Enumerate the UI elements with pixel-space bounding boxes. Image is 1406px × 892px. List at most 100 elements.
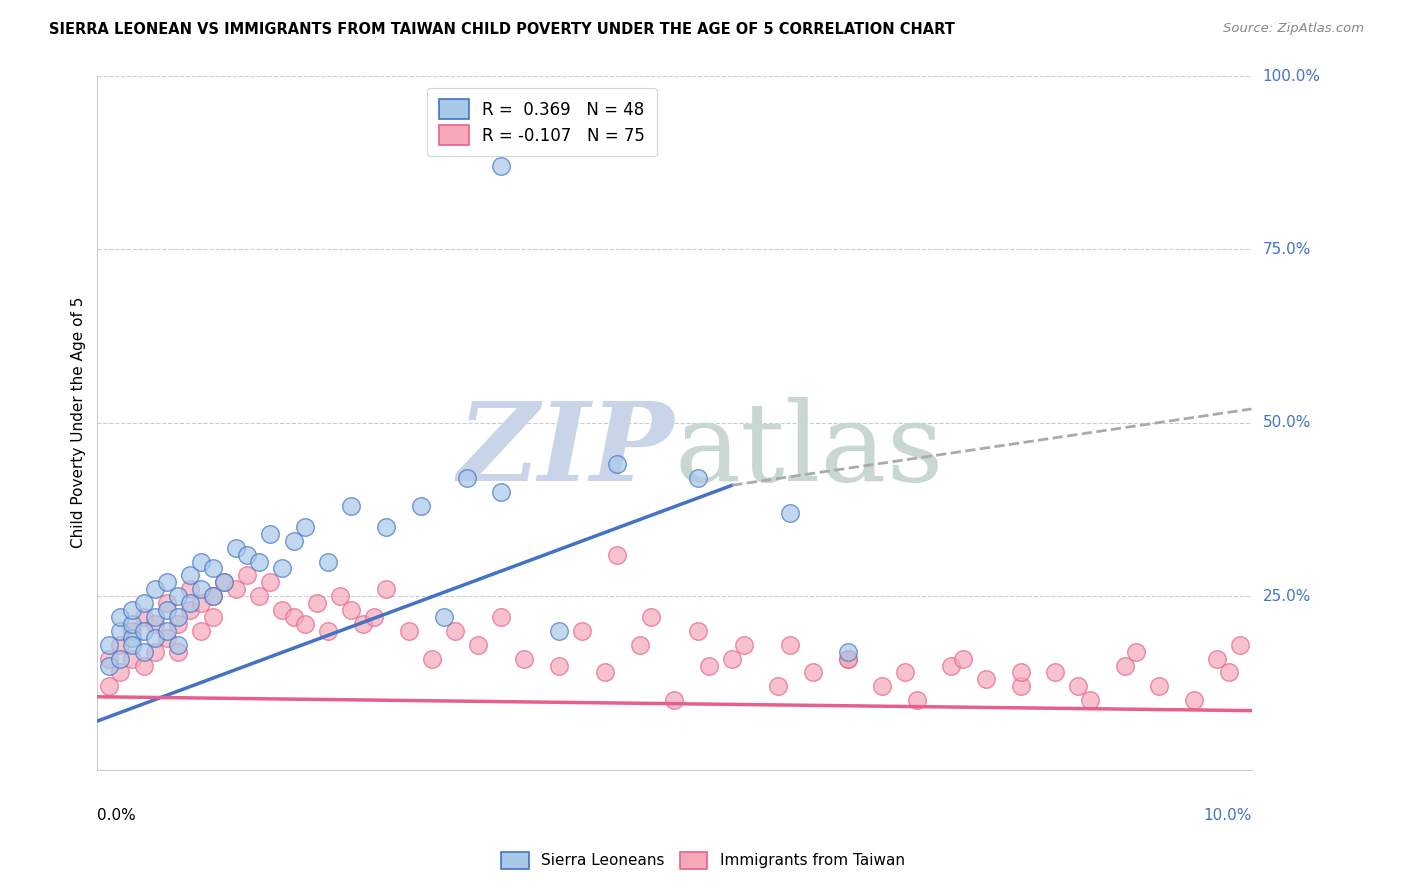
Point (132, 658, 155, 673)
Point (143, 631, 166, 645)
Point (201, 561, 224, 575)
Point (721, 651, 744, 665)
Point (155, 575, 177, 590)
Point (121, 638, 143, 652)
Point (121, 651, 143, 665)
Text: 75.0%: 75.0% (1263, 242, 1310, 257)
Point (97, 638, 120, 652)
Point (352, 616, 374, 631)
Point (201, 589, 224, 603)
Point (974, 673, 997, 687)
Point (132, 645, 155, 659)
Point (143, 582, 166, 597)
Point (837, 651, 859, 665)
Y-axis label: Child Poverty Under the Age of 5: Child Poverty Under the Age of 5 (72, 297, 86, 549)
Point (374, 520, 396, 534)
Point (664, 693, 686, 707)
Point (179, 568, 201, 582)
Point (225, 582, 247, 597)
Point (1045, 665, 1067, 680)
Point (155, 631, 177, 645)
Point (167, 645, 190, 659)
Point (214, 575, 236, 590)
Point (697, 658, 720, 673)
Point (247, 589, 270, 603)
Point (1010, 679, 1032, 693)
Point (110, 665, 132, 680)
Point (905, 693, 928, 707)
Point (155, 624, 177, 638)
Point (1182, 693, 1205, 707)
Point (686, 471, 709, 485)
Point (179, 596, 201, 610)
Point (420, 651, 443, 665)
Point (97, 658, 120, 673)
Text: 50.0%: 50.0% (1263, 416, 1310, 430)
Text: atlas: atlas (675, 397, 943, 504)
Point (513, 651, 536, 665)
Point (225, 541, 247, 555)
Point (1206, 651, 1229, 665)
Point (283, 533, 305, 548)
Text: 25.0%: 25.0% (1263, 589, 1310, 604)
Point (259, 526, 281, 541)
Point (271, 561, 294, 575)
Legend: Sierra Leoneans, Immigrants from Taiwan: Sierra Leoneans, Immigrants from Taiwan (491, 841, 915, 880)
Point (305, 596, 328, 610)
Point (686, 624, 709, 638)
Point (190, 596, 212, 610)
Point (779, 506, 801, 520)
Point (606, 458, 628, 472)
Point (110, 624, 132, 638)
Point (1125, 645, 1147, 659)
Point (548, 658, 571, 673)
Point (1149, 679, 1171, 693)
Point (768, 679, 790, 693)
Point (593, 665, 616, 680)
Legend: R =  0.369   N = 48, R = -0.107   N = 75: R = 0.369 N = 48, R = -0.107 N = 75 (427, 87, 657, 156)
Point (329, 589, 352, 603)
Point (190, 624, 212, 638)
Point (1067, 679, 1090, 693)
Point (571, 624, 593, 638)
Point (167, 589, 190, 603)
Point (143, 616, 166, 631)
Point (201, 589, 224, 603)
Point (316, 555, 339, 569)
Point (190, 582, 212, 597)
Point (363, 610, 385, 624)
Point (779, 638, 801, 652)
Point (1114, 658, 1136, 673)
Point (837, 645, 859, 659)
Point (167, 638, 190, 652)
Point (283, 610, 305, 624)
Point (167, 616, 190, 631)
Point (190, 555, 212, 569)
Point (294, 520, 316, 534)
Point (294, 616, 316, 631)
Point (340, 499, 363, 513)
Point (374, 582, 396, 597)
Point (628, 638, 651, 652)
Point (132, 610, 155, 624)
Point (316, 624, 339, 638)
Point (606, 548, 628, 562)
Point (456, 471, 478, 485)
Point (97, 679, 120, 693)
Point (132, 596, 155, 610)
Point (491, 485, 513, 500)
Point (155, 603, 177, 617)
Point (167, 610, 190, 624)
Point (409, 499, 432, 513)
Point (143, 610, 166, 624)
Point (236, 548, 259, 562)
Point (1229, 638, 1251, 652)
Point (1078, 693, 1101, 707)
Text: SIERRA LEONEAN VS IMMIGRANTS FROM TAIWAN CHILD POVERTY UNDER THE AGE OF 5 CORREL: SIERRA LEONEAN VS IMMIGRANTS FROM TAIWAN… (49, 22, 955, 37)
Point (733, 638, 755, 652)
Point (259, 575, 281, 590)
Point (1010, 665, 1032, 680)
Point (433, 610, 456, 624)
Point (340, 603, 363, 617)
Point (155, 596, 177, 610)
